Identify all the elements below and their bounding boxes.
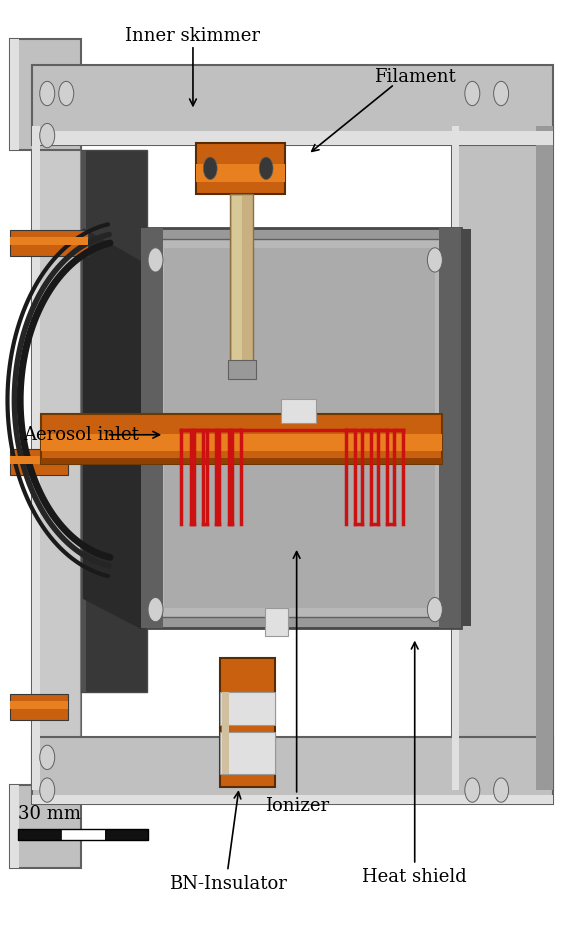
FancyBboxPatch shape <box>228 360 256 379</box>
FancyBboxPatch shape <box>461 229 471 626</box>
Circle shape <box>427 248 442 272</box>
Circle shape <box>40 745 55 770</box>
Circle shape <box>40 81 55 106</box>
FancyBboxPatch shape <box>220 732 275 774</box>
FancyBboxPatch shape <box>141 228 461 628</box>
Circle shape <box>40 778 55 802</box>
Text: Inner skimmer: Inner skimmer <box>126 26 260 45</box>
FancyBboxPatch shape <box>164 248 435 608</box>
Circle shape <box>494 81 509 106</box>
Circle shape <box>148 597 163 622</box>
FancyBboxPatch shape <box>41 458 442 464</box>
FancyBboxPatch shape <box>452 126 553 790</box>
FancyBboxPatch shape <box>232 196 242 360</box>
FancyBboxPatch shape <box>32 737 553 804</box>
FancyBboxPatch shape <box>439 228 461 628</box>
FancyBboxPatch shape <box>10 785 81 868</box>
FancyBboxPatch shape <box>452 126 459 790</box>
FancyBboxPatch shape <box>41 434 442 451</box>
FancyBboxPatch shape <box>10 39 81 150</box>
FancyBboxPatch shape <box>81 150 147 692</box>
FancyBboxPatch shape <box>10 701 68 709</box>
FancyBboxPatch shape <box>281 399 316 423</box>
FancyBboxPatch shape <box>10 456 68 464</box>
FancyBboxPatch shape <box>10 694 68 720</box>
Circle shape <box>148 248 163 272</box>
FancyBboxPatch shape <box>222 692 229 774</box>
Circle shape <box>40 123 55 148</box>
FancyBboxPatch shape <box>220 692 275 725</box>
FancyBboxPatch shape <box>10 39 19 150</box>
FancyBboxPatch shape <box>81 150 86 692</box>
FancyBboxPatch shape <box>18 829 61 840</box>
FancyBboxPatch shape <box>10 237 88 245</box>
FancyBboxPatch shape <box>10 449 68 475</box>
Circle shape <box>465 778 480 802</box>
FancyBboxPatch shape <box>10 785 19 868</box>
FancyBboxPatch shape <box>32 126 40 790</box>
Circle shape <box>59 81 74 106</box>
Text: Heat shield: Heat shield <box>362 868 467 886</box>
Circle shape <box>494 778 509 802</box>
FancyBboxPatch shape <box>105 829 148 840</box>
FancyBboxPatch shape <box>141 228 163 628</box>
Text: Aerosol inlet: Aerosol inlet <box>23 425 139 444</box>
FancyBboxPatch shape <box>32 131 553 145</box>
FancyBboxPatch shape <box>156 239 444 617</box>
Polygon shape <box>84 229 141 628</box>
FancyBboxPatch shape <box>10 230 88 256</box>
Text: Filament: Filament <box>374 67 456 86</box>
Circle shape <box>427 597 442 622</box>
Text: Ionizer: Ionizer <box>264 797 329 815</box>
Circle shape <box>259 157 273 180</box>
FancyBboxPatch shape <box>32 795 553 804</box>
FancyBboxPatch shape <box>196 143 285 194</box>
FancyBboxPatch shape <box>32 126 81 790</box>
FancyBboxPatch shape <box>196 164 285 182</box>
FancyBboxPatch shape <box>265 608 288 636</box>
Circle shape <box>203 157 217 180</box>
FancyBboxPatch shape <box>61 829 105 840</box>
FancyBboxPatch shape <box>32 65 553 145</box>
Circle shape <box>465 81 480 106</box>
FancyBboxPatch shape <box>536 126 553 790</box>
Text: 30 mm: 30 mm <box>18 805 81 823</box>
FancyBboxPatch shape <box>220 658 275 787</box>
FancyBboxPatch shape <box>41 414 442 464</box>
Text: BN-Insulator: BN-Insulator <box>169 874 286 893</box>
FancyBboxPatch shape <box>230 194 253 367</box>
FancyBboxPatch shape <box>32 126 81 790</box>
